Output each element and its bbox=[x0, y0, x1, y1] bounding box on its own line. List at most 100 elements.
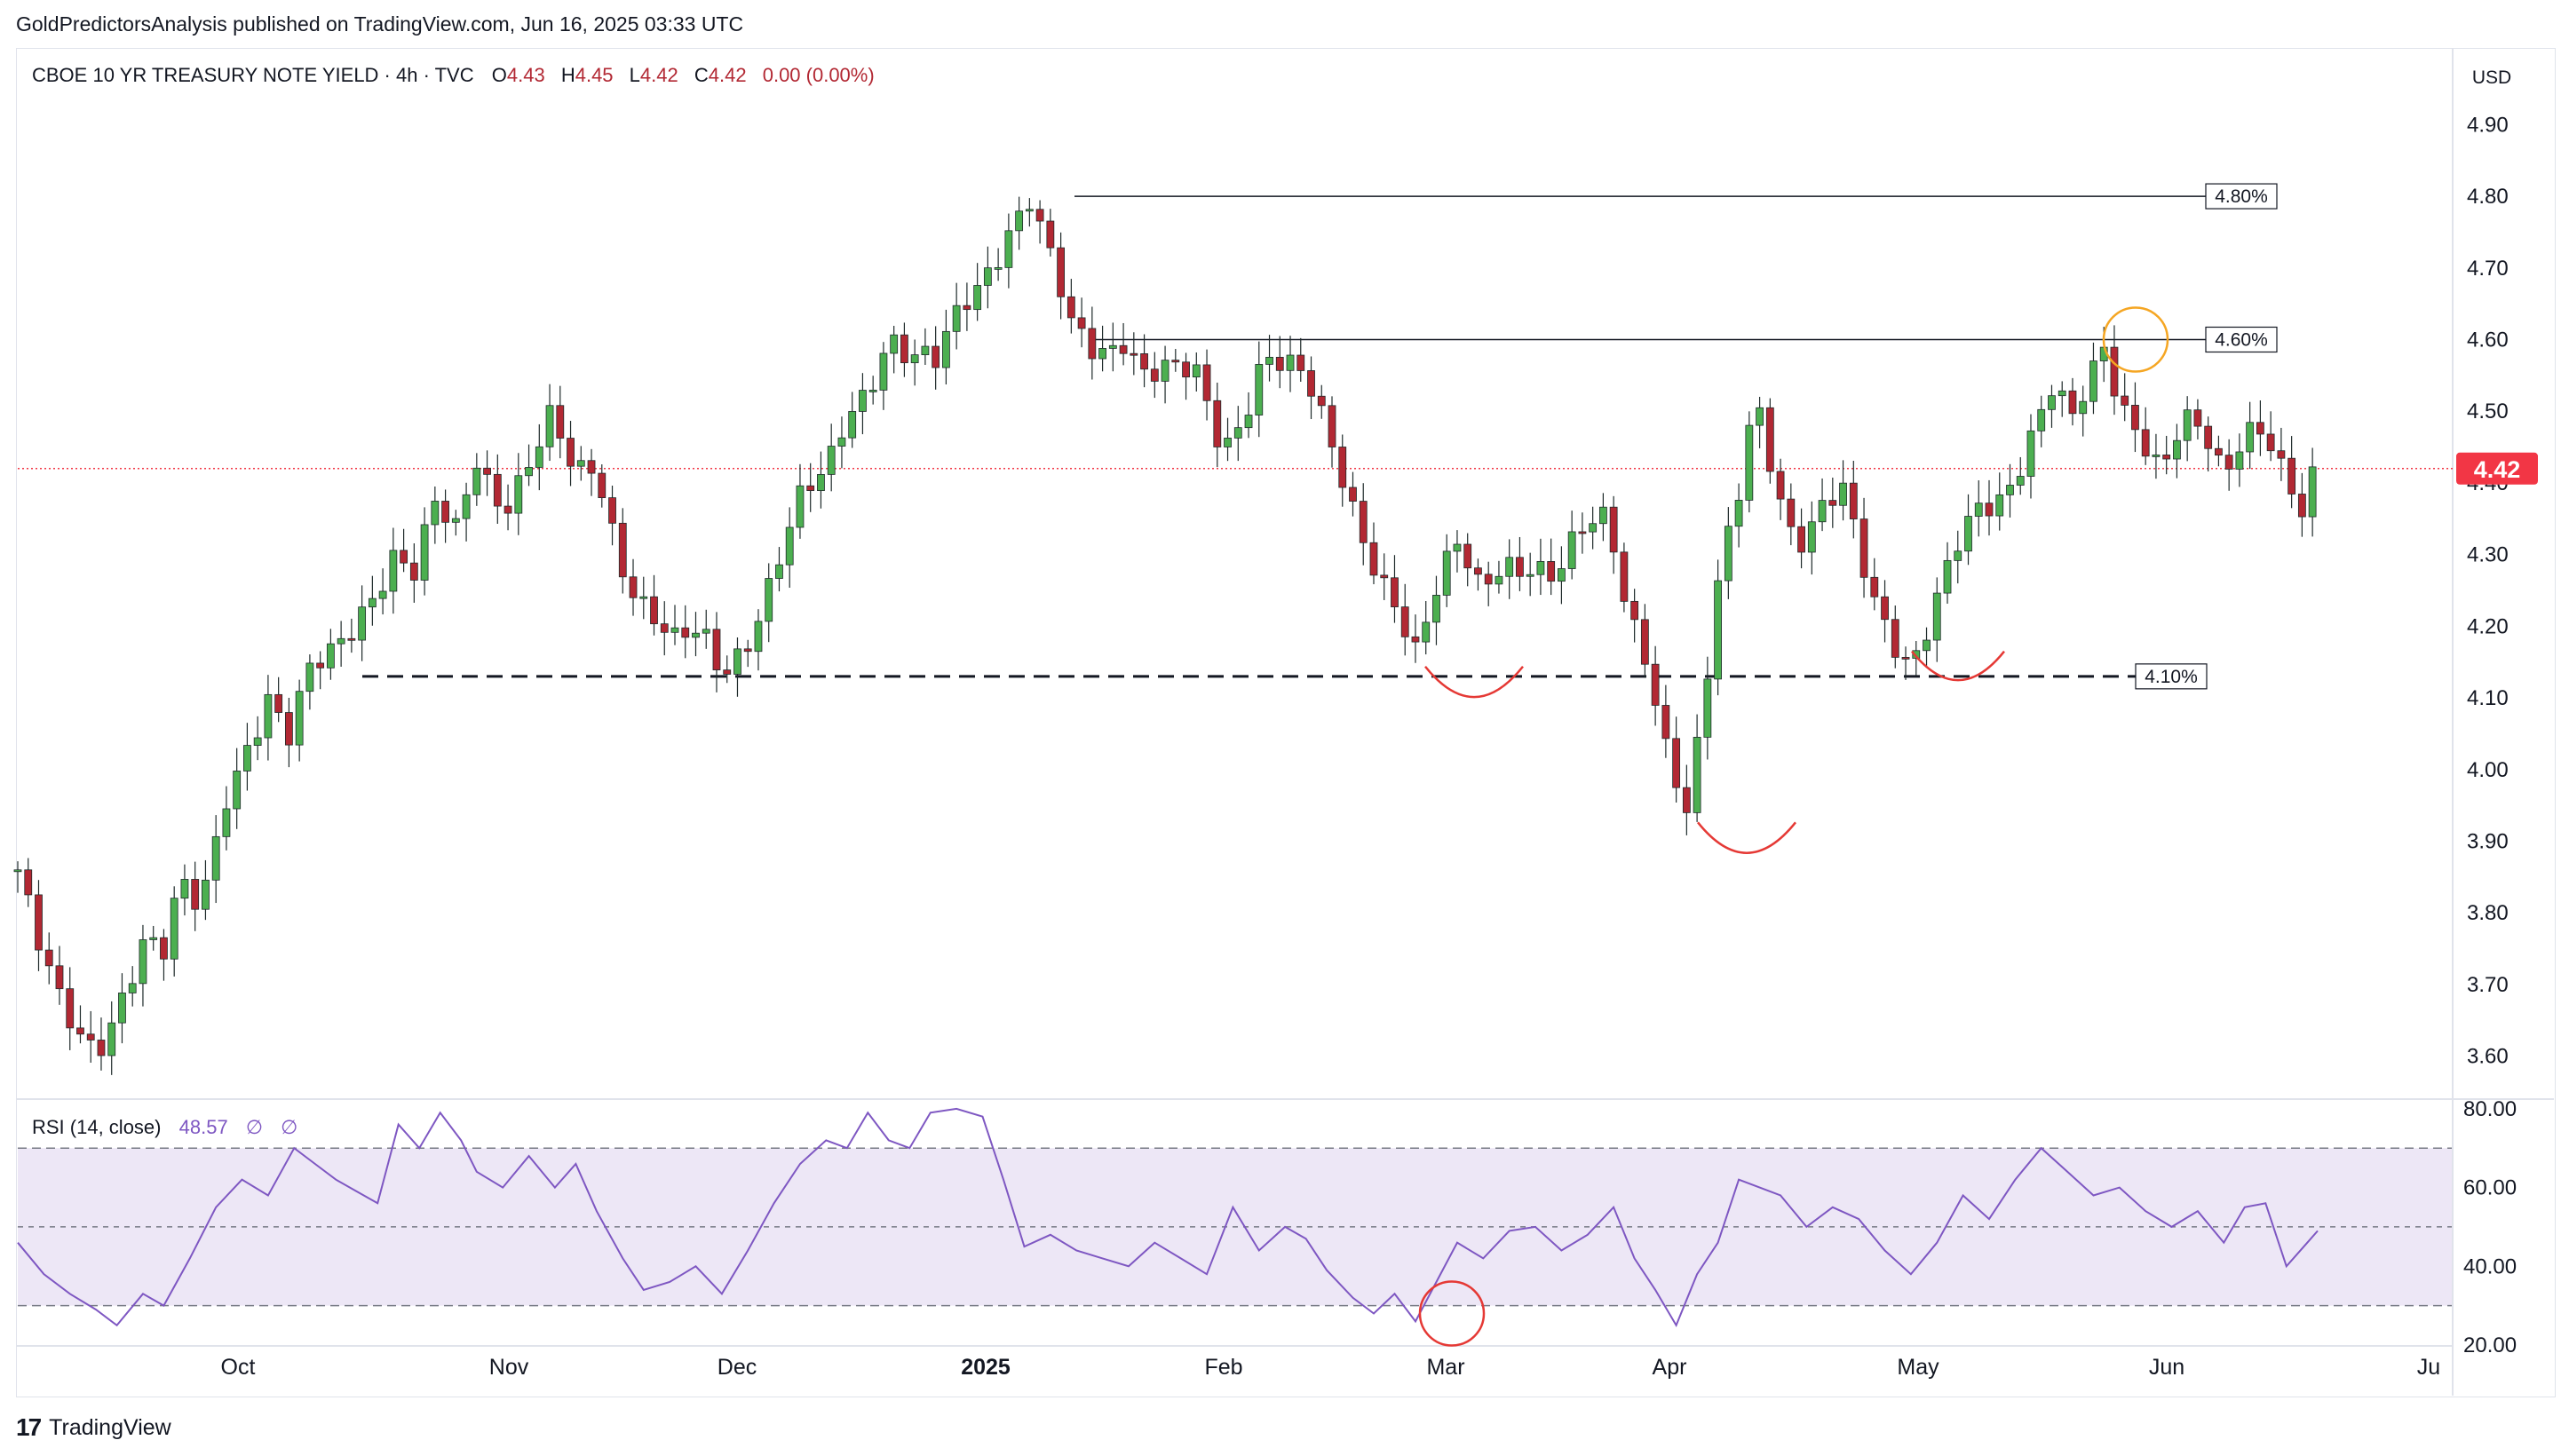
candle-body bbox=[378, 590, 387, 599]
price-tick-label: 4.00 bbox=[2467, 758, 2509, 782]
candle-body bbox=[222, 808, 231, 837]
bottom-arc bbox=[1697, 821, 1796, 854]
candle-body bbox=[2204, 425, 2213, 449]
currency-label[interactable]: USD bbox=[2472, 67, 2511, 88]
candle-body bbox=[879, 352, 888, 391]
candle-body bbox=[13, 869, 22, 873]
candle-body bbox=[890, 334, 899, 354]
candle-body bbox=[1380, 574, 1389, 579]
time-tick-label: Ju bbox=[2417, 1355, 2440, 1380]
candle-body bbox=[2089, 360, 2097, 402]
candle-body bbox=[1432, 595, 1440, 623]
candle-body bbox=[1516, 557, 1524, 577]
candle-body bbox=[1630, 600, 1639, 621]
candles bbox=[13, 196, 2317, 1075]
candle-body bbox=[2058, 390, 2066, 397]
gridlines bbox=[16, 48, 2554, 1396]
candle-body bbox=[1505, 557, 1514, 577]
candle-body bbox=[1182, 361, 1190, 378]
rsi-tick-label: 80.00 bbox=[2463, 1097, 2517, 1121]
candle-body bbox=[483, 467, 491, 475]
candle-body bbox=[211, 835, 220, 881]
candle-body bbox=[1714, 580, 1723, 680]
candle-body bbox=[1296, 354, 1305, 371]
bottom-arc bbox=[1424, 665, 1524, 699]
tradingview-logo[interactable]: 17 TradingView bbox=[16, 1413, 171, 1442]
candle-body bbox=[1985, 502, 1994, 517]
candle-body bbox=[1745, 424, 1754, 501]
candle-body bbox=[180, 879, 189, 899]
candle-body bbox=[233, 771, 242, 810]
candle-body bbox=[1589, 523, 1598, 533]
candle-body bbox=[733, 648, 741, 675]
candle-body bbox=[1495, 575, 1503, 585]
candle-body bbox=[712, 629, 721, 671]
candle-body bbox=[44, 949, 53, 967]
candle-body bbox=[202, 879, 210, 910]
candle-body bbox=[1578, 531, 1587, 534]
candle-body bbox=[1932, 592, 1941, 641]
candle-body bbox=[525, 467, 533, 477]
candle-body bbox=[1088, 328, 1097, 360]
candle-body bbox=[1046, 220, 1055, 249]
candle-body bbox=[1255, 363, 1264, 415]
candle-body bbox=[1797, 526, 1805, 553]
price-tick-label: 3.60 bbox=[2467, 1045, 2509, 1069]
candle-body bbox=[618, 522, 627, 578]
candle-body bbox=[1547, 561, 1556, 582]
price-tick-label: 4.80 bbox=[2467, 185, 2509, 209]
candle-body bbox=[2026, 430, 2035, 477]
candle-body bbox=[24, 869, 33, 896]
candle-body bbox=[305, 662, 314, 692]
candle-body bbox=[2287, 457, 2296, 495]
candle-body bbox=[2183, 409, 2192, 441]
candle-body bbox=[347, 637, 356, 641]
candle-body bbox=[170, 898, 178, 960]
candle-body bbox=[1661, 705, 1670, 740]
candle-body bbox=[1954, 550, 1962, 561]
candle-body bbox=[1912, 650, 1921, 659]
candle-body bbox=[1015, 210, 1024, 232]
candle-body bbox=[1077, 317, 1086, 329]
candle-body bbox=[107, 1022, 116, 1056]
candle-body bbox=[2037, 408, 2046, 431]
candle-body bbox=[2297, 494, 2306, 518]
candle-body bbox=[1787, 498, 1796, 527]
price-tick-label: 4.30 bbox=[2467, 543, 2509, 567]
candle-body bbox=[2173, 439, 2181, 460]
price-tick-label: 4.10 bbox=[2467, 686, 2509, 710]
candle-body bbox=[1703, 678, 1712, 738]
candle-body bbox=[1474, 567, 1482, 575]
price-tick-label: 4.20 bbox=[2467, 614, 2509, 638]
candle-body bbox=[1536, 561, 1545, 575]
candle-body bbox=[420, 524, 429, 581]
candle-body bbox=[1130, 352, 1138, 356]
candle-body bbox=[587, 460, 596, 474]
rsi-series-line bbox=[17, 1107, 2319, 1328]
candle-body bbox=[1734, 500, 1743, 527]
candle-body bbox=[639, 596, 648, 599]
candle-body bbox=[1891, 619, 1899, 658]
candle-body bbox=[2215, 447, 2223, 456]
candle-body bbox=[1651, 663, 1660, 706]
candle-body bbox=[785, 526, 794, 566]
time-tick-label: Oct bbox=[221, 1355, 256, 1380]
candle-body bbox=[295, 691, 304, 746]
candle-body bbox=[1025, 209, 1034, 212]
candle-body bbox=[1244, 415, 1253, 429]
tradingview-logo-text: TradingView bbox=[49, 1414, 171, 1440]
candle-body bbox=[1870, 576, 1879, 597]
candle-body bbox=[1558, 568, 1566, 582]
candle-body bbox=[1526, 574, 1534, 577]
rsi-tick-label: 40.00 bbox=[2463, 1254, 2517, 1278]
candle-body bbox=[1484, 574, 1493, 585]
candle-body bbox=[681, 627, 690, 638]
candle-body bbox=[316, 662, 325, 669]
candle-body bbox=[2141, 429, 2150, 457]
candle-body bbox=[35, 894, 43, 951]
candle-body bbox=[1818, 500, 1827, 523]
level-label: 4.10% bbox=[2145, 667, 2198, 687]
candle-body bbox=[1391, 577, 1399, 608]
candle-body bbox=[1828, 500, 1837, 506]
